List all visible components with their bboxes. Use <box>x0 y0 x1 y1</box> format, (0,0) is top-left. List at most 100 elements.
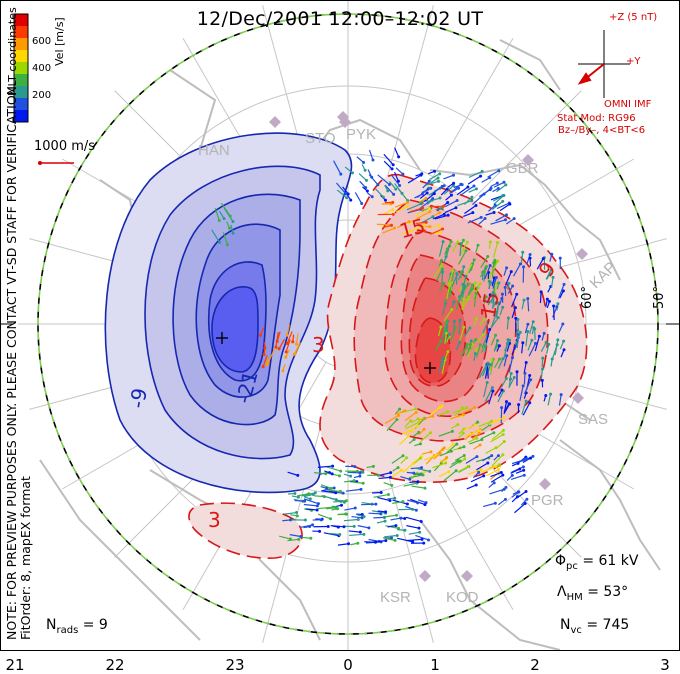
vector-origin <box>222 217 226 221</box>
velocity-vector <box>503 403 510 413</box>
vector-origin <box>494 282 498 286</box>
velocity-vector <box>520 252 524 265</box>
velocity-vector <box>478 364 487 379</box>
vector-origin <box>218 240 222 244</box>
vector-origin <box>497 169 501 173</box>
vector-origin <box>393 226 397 230</box>
velocity-vector <box>317 465 333 468</box>
vector-origin <box>555 343 559 347</box>
vector-origin <box>405 502 409 506</box>
imf-vector-arrow <box>577 63 605 85</box>
velocity-vector <box>382 227 395 234</box>
vector-origin <box>403 516 407 520</box>
velocity-vector <box>305 508 318 511</box>
vector-origin <box>518 467 522 471</box>
vector-origin <box>502 440 506 444</box>
vector-origin <box>426 538 430 542</box>
velocity-vector <box>444 333 447 344</box>
velocity-vector <box>441 271 444 285</box>
vector-origin <box>458 340 462 344</box>
vector-origin <box>523 371 527 375</box>
vector-origin <box>482 474 486 478</box>
vector-origin <box>477 470 481 474</box>
vector-origin <box>390 483 394 487</box>
velocity-vector <box>444 207 457 214</box>
radar-label: STO <box>305 130 336 147</box>
velocity-vector <box>463 276 467 286</box>
vector-origin <box>504 377 508 381</box>
vector-origin <box>285 333 289 337</box>
vector-origin <box>495 181 499 185</box>
velocity-vector <box>528 343 537 357</box>
vector-origin <box>537 334 541 338</box>
vector-origin <box>502 180 506 184</box>
vector-origin <box>339 172 343 176</box>
vector-origin <box>258 333 262 337</box>
velocity-vector <box>450 327 456 342</box>
vector-origin <box>491 291 495 295</box>
velocity-vector <box>345 488 362 492</box>
vector-origin <box>482 317 486 321</box>
vector-origin <box>383 198 387 202</box>
velocity-vector <box>444 200 458 208</box>
colorbar-segment <box>14 74 28 87</box>
vector-origin <box>429 450 433 454</box>
radar-label: HAN <box>198 142 230 159</box>
vector-origin <box>562 348 566 352</box>
velocity-vector <box>407 538 423 542</box>
vector-origin <box>452 300 456 304</box>
velocity-vector <box>429 173 440 181</box>
radar-site-marker <box>572 392 584 404</box>
velocity-vector <box>511 293 518 308</box>
vector-origin <box>362 532 366 536</box>
vector-origin <box>384 510 388 514</box>
vector-origin <box>517 490 521 494</box>
velocity-vector <box>482 455 492 462</box>
velocity-vector <box>467 175 481 185</box>
vector-origin <box>530 338 534 342</box>
velocity-vector <box>486 468 499 477</box>
vector-origin <box>497 301 501 305</box>
velocity-vector <box>344 480 355 483</box>
radar-label: KSR <box>380 589 411 606</box>
velocity-vector <box>300 524 313 528</box>
vector-origin <box>503 285 507 289</box>
vector-origin <box>338 532 342 536</box>
vector-origin <box>445 456 449 460</box>
velocity-vector <box>476 344 481 358</box>
velocity-vector <box>457 200 472 207</box>
velocity-vector <box>492 260 499 270</box>
vector-origin <box>361 481 365 485</box>
vector-origin <box>497 344 501 348</box>
vector-origin <box>473 405 477 409</box>
velocity-vector <box>405 505 417 511</box>
vector-origin <box>471 283 475 287</box>
vector-origin <box>396 466 400 470</box>
vector-origin <box>422 427 426 431</box>
vector-origin <box>367 526 371 530</box>
velocity-vector <box>467 344 473 358</box>
velocity-vector <box>429 205 444 208</box>
vector-origin <box>509 372 513 376</box>
vector-origin <box>424 196 428 200</box>
vector-origin <box>440 206 444 210</box>
vector-origin <box>504 183 508 187</box>
velocity-vector <box>477 333 484 343</box>
velocity-vector <box>492 194 505 202</box>
velocity-vector <box>558 284 565 299</box>
vector-origin <box>500 406 504 410</box>
velocity-vector <box>286 331 293 344</box>
vector-origin <box>521 384 525 388</box>
vector-origin <box>440 258 444 262</box>
velocity-vector <box>342 186 349 195</box>
vector-origin <box>469 339 473 343</box>
vector-origin <box>288 537 292 541</box>
velocity-vector <box>352 481 364 484</box>
vector-origin <box>507 281 511 285</box>
vector-origin <box>515 370 519 374</box>
vector-origin <box>494 446 498 450</box>
latitude-label: 50° <box>652 285 668 310</box>
vector-origin <box>438 230 442 234</box>
vector-origin <box>495 310 499 314</box>
vector-origin <box>370 195 374 199</box>
